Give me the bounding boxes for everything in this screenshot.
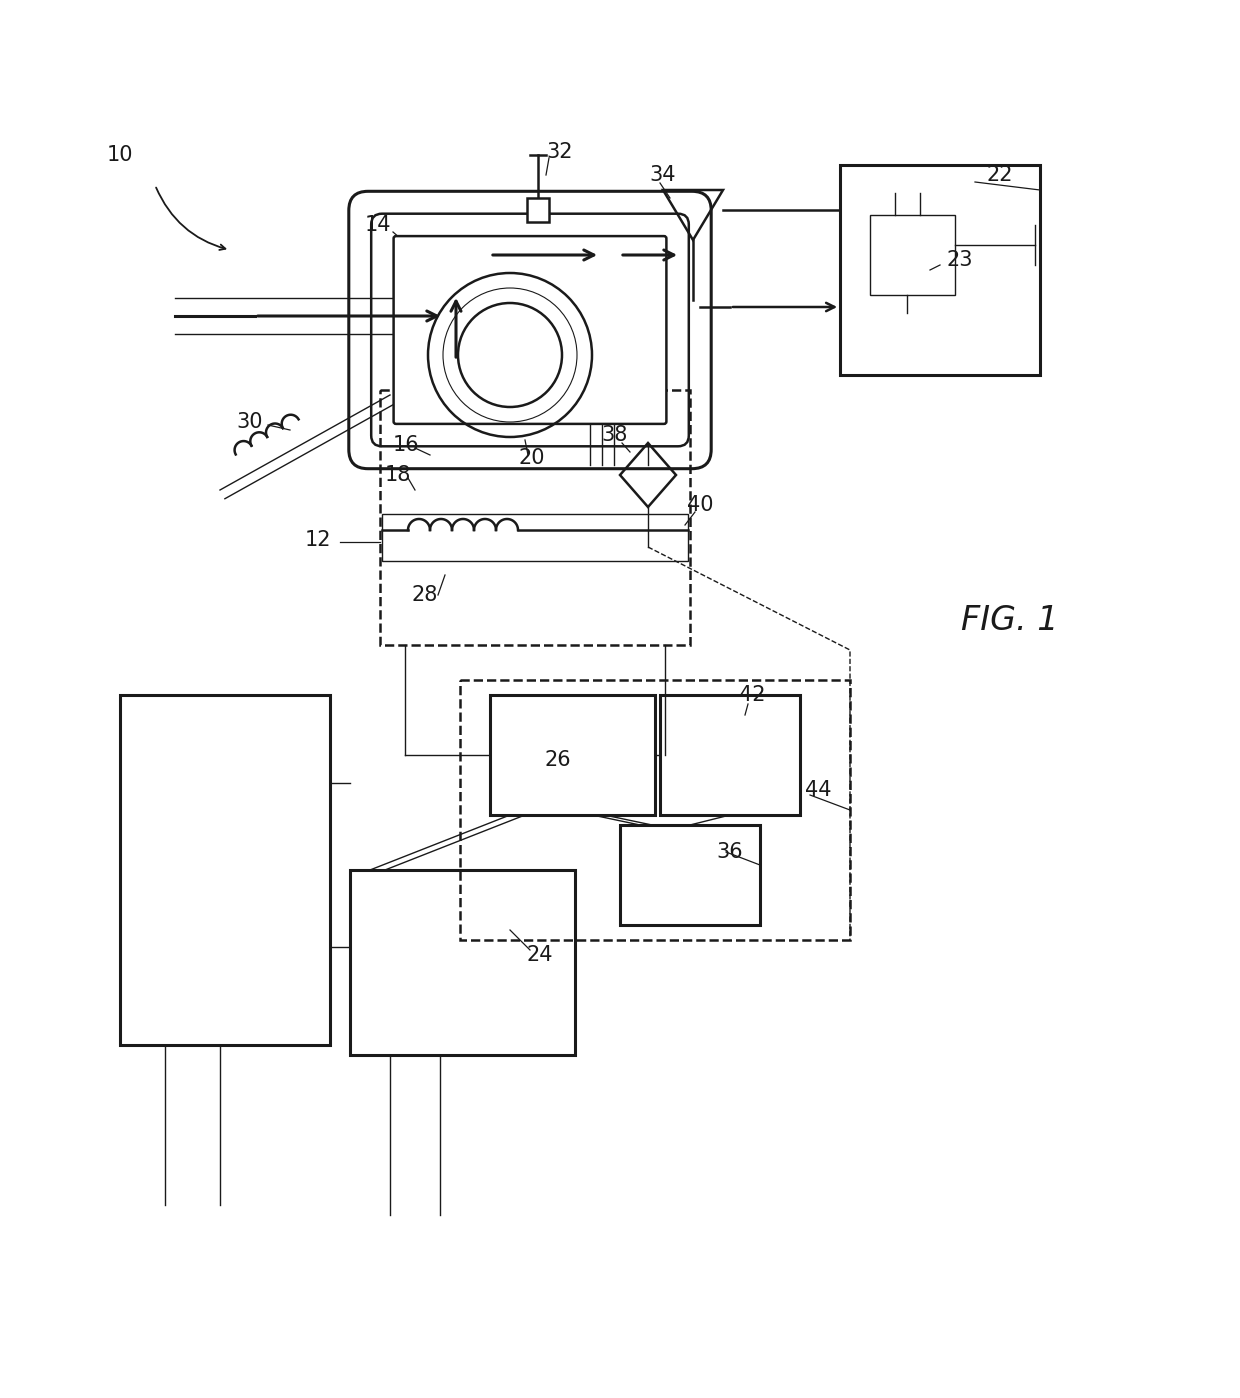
Text: 12: 12 [305,530,331,549]
Text: 26: 26 [544,749,572,770]
Bar [620,825,760,925]
Bar [120,695,330,1044]
Text: 36: 36 [717,842,743,863]
Text: 44: 44 [805,780,831,800]
Text: 24: 24 [527,945,553,965]
Text: 10: 10 [107,145,133,165]
Bar [379,390,689,644]
Text: 32: 32 [547,143,573,162]
Bar [460,679,849,939]
Bar [527,199,549,222]
Bar [350,870,575,1055]
Bar [870,215,955,295]
Bar [660,695,800,815]
Bar [839,165,1040,375]
Text: 40: 40 [687,495,713,514]
Text: 20: 20 [518,447,546,468]
Text: 23: 23 [947,250,973,270]
Text: 14: 14 [365,215,392,235]
Bar [382,514,688,561]
Text: FIG. 1: FIG. 1 [961,604,1059,636]
Text: 30: 30 [237,412,263,432]
Bar [490,695,655,815]
Text: 34: 34 [650,165,676,185]
Text: 16: 16 [393,435,419,454]
Text: 22: 22 [987,165,1013,185]
Text: 28: 28 [412,584,438,605]
Text: 18: 18 [384,466,412,485]
Text: 38: 38 [601,425,629,445]
FancyBboxPatch shape [393,236,666,424]
Text: 42: 42 [739,685,765,705]
